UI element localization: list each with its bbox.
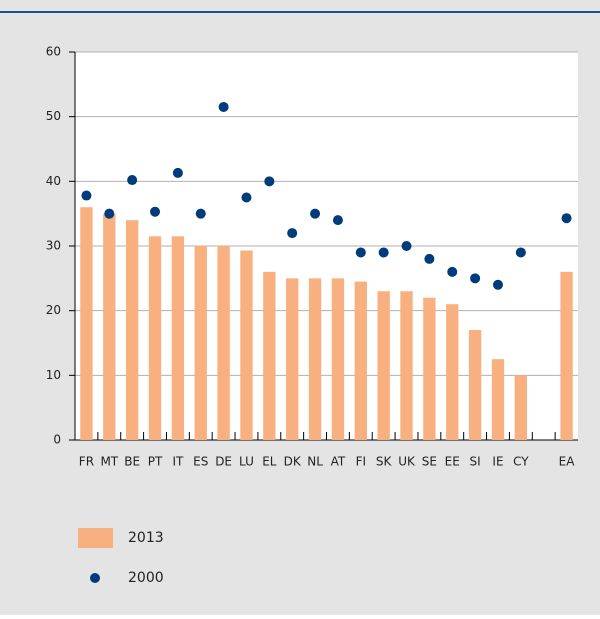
bar [514, 375, 528, 440]
dot [81, 190, 92, 201]
legend-swatch [78, 528, 113, 548]
dot [401, 241, 412, 251]
dot [127, 175, 138, 186]
x-tick-label: SK [376, 455, 393, 469]
x-tick-label: AT [331, 455, 346, 469]
dot [515, 247, 526, 258]
legend-label: 2013 [128, 530, 164, 546]
bar [80, 207, 93, 440]
x-tick-label: EL [262, 455, 277, 469]
x-tick-label: SE [422, 455, 437, 469]
x-tick-label: DE [215, 455, 232, 469]
x-tick-label: ES [193, 455, 208, 469]
dot [424, 253, 435, 264]
dot [470, 273, 481, 284]
x-tick-label: PT [148, 455, 163, 469]
dot [195, 208, 206, 219]
bar [560, 271, 573, 440]
top-rule [0, 11, 600, 13]
bar [171, 236, 185, 440]
y-tick-label: 20 [46, 303, 61, 317]
dot [287, 228, 298, 239]
y-tick-label: 30 [46, 239, 61, 253]
bar [446, 304, 459, 440]
dot [264, 176, 275, 187]
x-tick-label: CY [513, 455, 529, 469]
x-tick-label: MT [100, 455, 118, 469]
dot [172, 167, 183, 178]
bar [331, 278, 345, 440]
bar [377, 291, 390, 440]
dot [355, 247, 366, 258]
x-tick-label: DK [284, 455, 302, 469]
x-tick-label: LU [239, 455, 254, 469]
bar [468, 330, 482, 440]
bar [217, 246, 230, 440]
x-tick-label: FR [79, 455, 94, 469]
x-tick-label: BE [124, 455, 140, 469]
bar [491, 359, 505, 440]
bar [286, 278, 299, 440]
bar [400, 291, 413, 440]
dot [310, 208, 321, 219]
bar [103, 213, 116, 440]
dot [447, 266, 458, 277]
bar [125, 220, 139, 440]
y-tick-label: 10 [46, 368, 61, 382]
dot [241, 192, 252, 203]
x-tick-label: SI [470, 455, 481, 469]
x-tick-label: NL [307, 455, 323, 469]
y-tick-label: 60 [46, 45, 61, 59]
dot [378, 247, 389, 258]
dot [561, 213, 572, 224]
x-tick-label: IT [172, 455, 184, 469]
x-tick-label: FI [356, 455, 366, 469]
dot [104, 208, 115, 219]
x-tick-label: IE [492, 455, 503, 469]
dot [150, 206, 161, 217]
x-tick-label: EA [559, 455, 576, 469]
y-tick-label: 40 [46, 174, 61, 188]
bar [354, 281, 367, 440]
x-tick-label: UK [398, 455, 416, 469]
dot [218, 101, 229, 112]
bar [148, 236, 162, 440]
bar [423, 297, 436, 440]
y-tick-label: 50 [46, 109, 61, 123]
legend-swatch [90, 573, 100, 583]
legend-label: 2000 [128, 570, 164, 586]
bar [240, 250, 253, 440]
dot [492, 279, 503, 290]
bar [263, 271, 276, 440]
bar [308, 278, 322, 440]
dot [332, 215, 343, 226]
bar [194, 246, 207, 440]
y-tick-label: 0 [53, 433, 61, 447]
x-tick-label: EE [445, 455, 460, 469]
